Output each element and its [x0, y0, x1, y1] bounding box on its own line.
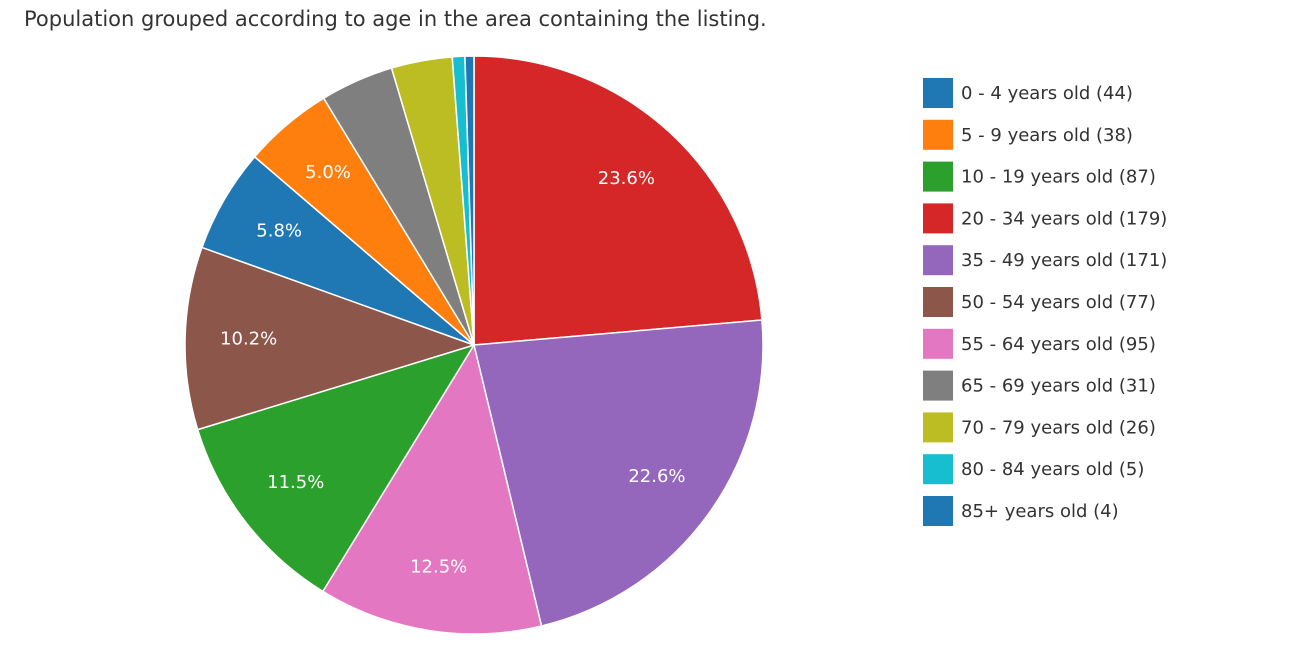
legend-label: 70 - 79 years old (26) [961, 417, 1156, 438]
legend-swatch [923, 245, 953, 276]
pie-slice [321, 343, 543, 635]
legend-swatch [923, 119, 953, 150]
legend-swatch [923, 454, 953, 485]
pie-slice [473, 55, 763, 346]
slice-label: 10.2% [220, 329, 277, 350]
legend-label: 65 - 69 years old (31) [961, 376, 1156, 397]
pie-slice [184, 246, 477, 431]
slice-label: 22.6% [628, 466, 685, 487]
legend-label: 80 - 84 years old (5) [961, 459, 1144, 480]
slice-label: 5.0% [305, 162, 351, 183]
slice-label: 12.5% [410, 557, 467, 578]
legend-swatch [923, 328, 953, 359]
pie-slice [196, 343, 476, 593]
slice-label: 23.6% [598, 168, 655, 189]
legend-label: 0 - 4 years old (44) [961, 83, 1133, 104]
pie-slice [473, 319, 764, 627]
legend-label: 50 - 54 years old (77) [961, 292, 1156, 313]
legend-label: 85+ years old (4) [961, 501, 1119, 522]
chart-title: Population grouped according to age in t… [24, 7, 767, 31]
legend-swatch [923, 370, 953, 401]
legend-swatch [923, 496, 953, 526]
legend-swatch [923, 412, 953, 443]
legend-label: 55 - 64 years old (95) [961, 334, 1156, 355]
legend-label: 20 - 34 years old (179) [961, 208, 1167, 229]
legend-label: 10 - 19 years old (87) [961, 167, 1156, 188]
legend-swatch [923, 78, 953, 108]
legend-label: 35 - 49 years old (171) [961, 250, 1167, 271]
pie-slice [464, 55, 475, 346]
legend-label: 5 - 9 years old (38) [961, 125, 1133, 146]
slice-label: 11.5% [267, 472, 324, 493]
legend-swatch [923, 287, 953, 317]
legend-swatch [923, 203, 953, 234]
legend-swatch [923, 161, 953, 192]
slice-label: 5.8% [256, 221, 302, 242]
